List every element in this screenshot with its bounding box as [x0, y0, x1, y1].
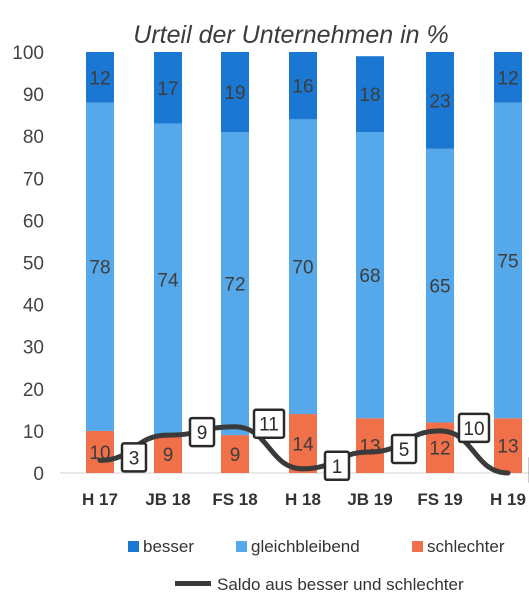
data-label: 14: [292, 435, 314, 456]
data-label: 17: [157, 79, 178, 100]
legend-label-saldo: Saldo aus besser und schlechter: [217, 575, 464, 594]
legend-swatch-saldo: [175, 581, 211, 586]
bar-segment-besser: [221, 52, 249, 132]
y-tick-label: 100: [12, 43, 44, 64]
data-label: 72: [224, 275, 245, 296]
x-tick-label: H 18: [285, 490, 321, 509]
legend-label-gleichbleibend: gleichbleibend: [251, 537, 360, 556]
bar-segment-besser: [86, 52, 114, 103]
bar-segment-besser: [494, 52, 522, 103]
x-tick-label: JB 18: [145, 490, 190, 509]
data-label: 19: [224, 83, 245, 104]
data-label: 78: [89, 258, 110, 279]
data-label: 18: [359, 85, 380, 106]
legend: besser gleichbleibend schlechter Saldo aus …: [128, 537, 505, 594]
bar-segment-schlechter: [86, 430, 114, 473]
y-tick-label: 0: [33, 464, 44, 485]
saldo-label-box: [120, 442, 148, 473]
data-label: 12: [89, 68, 110, 89]
saldo-label: 5: [399, 440, 410, 461]
y-tick-label: 60: [23, 211, 44, 232]
bar-segment-gleichbleibend: [86, 102, 114, 431]
bar-segment-gleichbleibend: [221, 131, 249, 436]
saldo-label: 3: [129, 448, 140, 469]
bar-segment-gleichbleibend: [289, 119, 317, 415]
y-tick-label: 80: [23, 127, 44, 148]
x-tick-label: H 19: [490, 490, 526, 509]
saldo-label-box: [457, 412, 491, 444]
data-label: 9: [230, 445, 241, 466]
x-axis: H 17 JB 18 FS 18 H 18 JB 19 FS 19 H 19: [82, 490, 526, 509]
y-axis: 0 10 20 30 40 50 60 70 80 90 100: [12, 43, 44, 485]
saldo-label-box: [188, 416, 216, 448]
saldo-label-box: [323, 450, 351, 482]
saldo-line-path: [97, 424, 511, 476]
bar-segment-gleichbleibend: [426, 148, 454, 423]
data-label: 13: [497, 437, 518, 458]
bar-segment-schlechter: [356, 418, 384, 473]
x-tick-label: FS 18: [212, 490, 257, 509]
saldo-line: 391115100: [97, 408, 529, 484]
legend-swatch-besser: [128, 541, 139, 552]
y-tick-label: 20: [23, 380, 44, 401]
data-label: 68: [359, 266, 380, 287]
y-tick-label: 90: [23, 85, 44, 106]
legend-swatch-schlechter: [412, 541, 423, 552]
data-label: 12: [429, 439, 450, 460]
x-tick-label: FS 19: [417, 490, 462, 509]
data-label: 74: [157, 270, 179, 291]
bar-segment-besser: [426, 52, 454, 149]
data-label: 23: [429, 91, 450, 112]
y-tick-label: 70: [23, 169, 44, 190]
legend-label-besser: besser: [143, 537, 194, 556]
bar-segment-gleichbleibend: [356, 131, 384, 419]
saldo-label-box: [252, 408, 286, 439]
saldo-label: 9: [197, 423, 208, 444]
legend-swatch-gleichbleibend: [236, 541, 247, 552]
bar-segment-besser: [154, 52, 182, 124]
y-tick-label: 40: [23, 296, 44, 317]
data-label: 70: [292, 258, 313, 279]
chart-title: Urteil der Unternehmen in %: [133, 21, 448, 49]
bar-segment-gleichbleibend: [154, 123, 182, 436]
data-label: 12: [497, 68, 518, 89]
saldo-label-box: [390, 433, 418, 465]
data-label: 16: [292, 77, 313, 98]
bar-segment-gleichbleibend: [494, 102, 522, 419]
y-tick-label: 50: [23, 254, 44, 275]
bar-segment-schlechter: [289, 414, 317, 473]
x-tick-label: JB 19: [347, 490, 392, 509]
y-tick-label: 30: [23, 338, 44, 359]
bar-segment-besser: [289, 52, 317, 120]
x-tick-label: H 17: [82, 490, 118, 509]
data-label: 9: [163, 445, 174, 466]
saldo-label: 1: [332, 457, 343, 478]
saldo-label: 11: [259, 415, 279, 436]
bar-segment-schlechter: [221, 435, 249, 473]
bar-segment-schlechter: [494, 418, 522, 473]
bar-segment-besser: [356, 56, 384, 132]
bar-segment-schlechter: [154, 435, 182, 473]
data-label: 75: [497, 251, 518, 272]
data-label: 65: [429, 277, 450, 298]
saldo-label: 10: [463, 419, 484, 440]
legend-label-schlechter: schlechter: [427, 537, 505, 556]
y-tick-label: 10: [23, 422, 44, 443]
